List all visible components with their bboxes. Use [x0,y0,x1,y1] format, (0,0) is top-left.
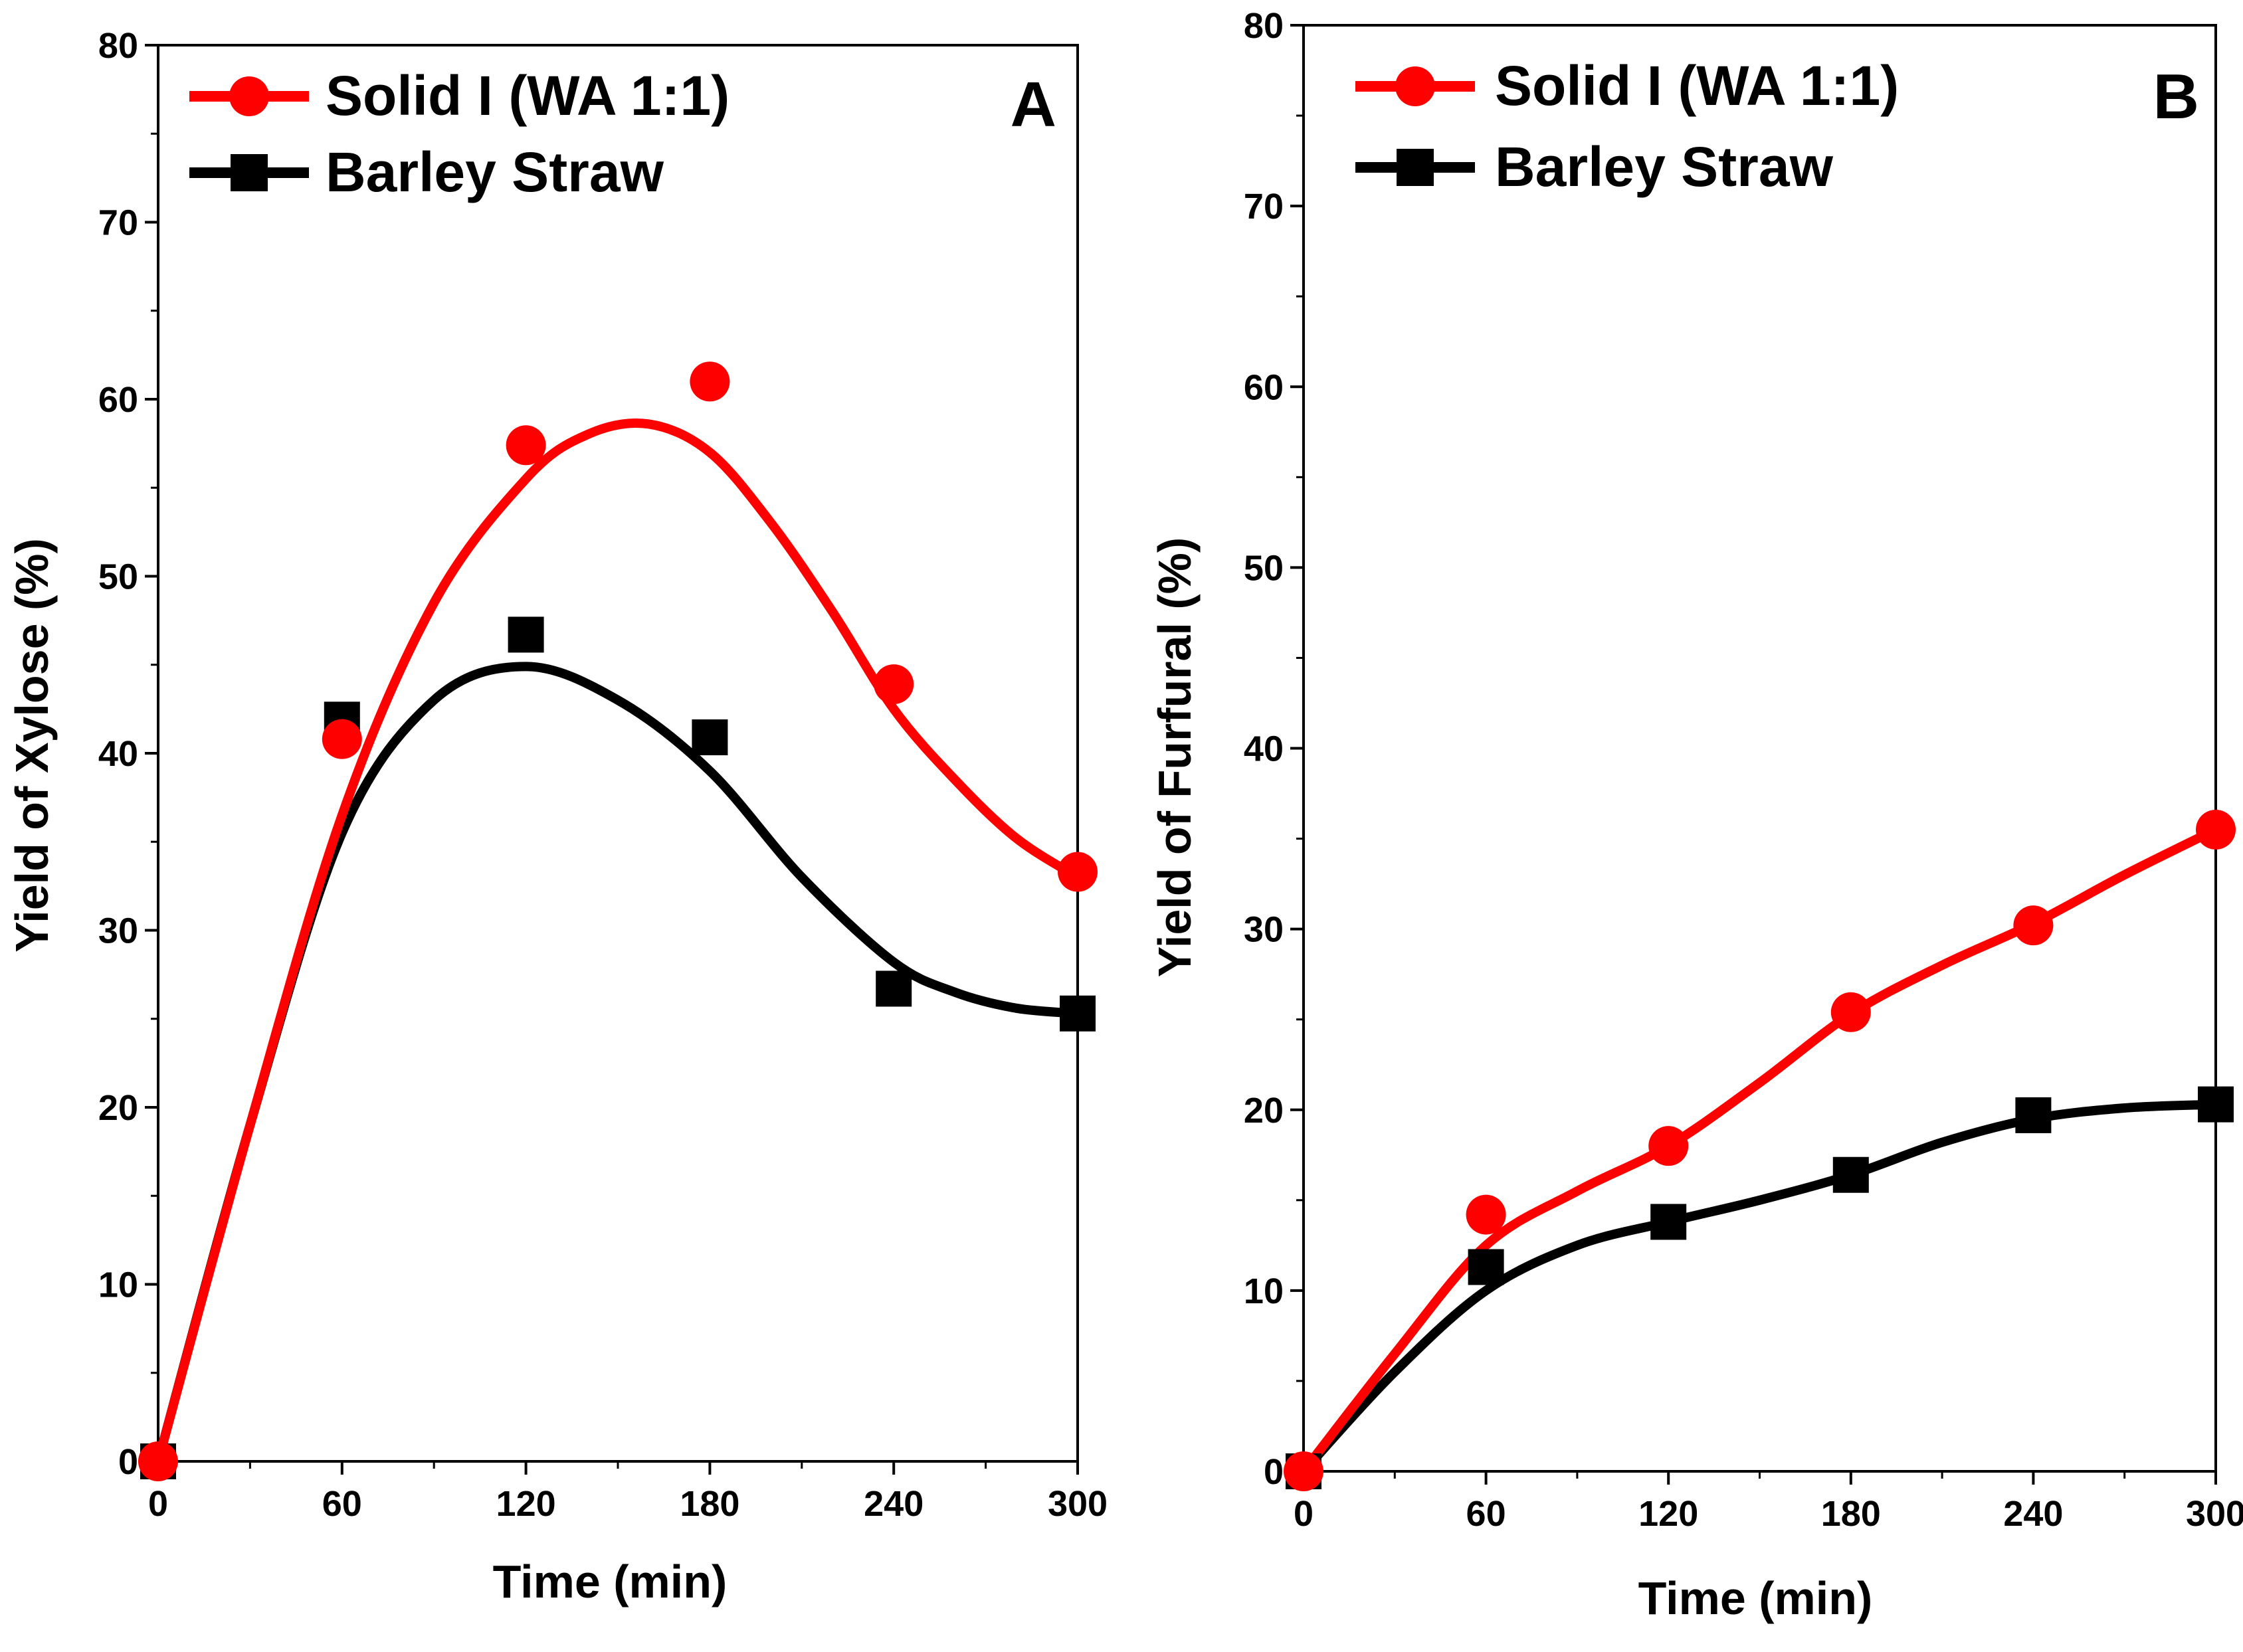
x-tick-label: 60 [322,1484,362,1524]
fit-curve-solid-i [153,418,1082,1466]
x-ticks-a: 0 60 120 180 240 300 [148,1461,1108,1524]
data-point-barley-straw [876,970,912,1007]
legend-label-solid-i: Solid I (WA 1:1) [1495,54,1899,117]
axes-a [157,44,1079,1463]
plot-frame-b [1302,24,2217,1473]
panel-b: 0 60 120 180 240 300 0 10 20 30 40 50 60 70 80 Time (… [1149,6,2243,1624]
data-point-solid-i [1648,1126,1689,1166]
legend-label-barley-straw: Barley Straw [326,141,664,203]
legend-marker-solid-i [1395,66,1435,106]
x-tick-label: 240 [2003,1494,2063,1534]
data-point-solid-i [1284,1451,1323,1491]
legend-marker-barley-straw [1397,149,1434,186]
data-point-solid-i [322,719,362,759]
data-point-solid-i [1830,992,1871,1032]
legend-marker-solid-i [229,76,269,116]
x-tick-label: 0 [1294,1494,1314,1534]
plot-frame-a [157,44,1079,1463]
y-tick-label: 80 [1244,6,1284,46]
fit-curve-barley-straw [1299,1099,2220,1476]
legend-entry-barley-straw: Barley Straw [1355,136,1834,198]
y-tick-label: 40 [98,734,138,774]
x-tick-label: 300 [1048,1484,1108,1524]
fit-curve-barley-straw [153,662,1082,1466]
y-tick-label: 60 [98,380,138,420]
x-tick-label: 60 [1466,1494,1506,1534]
y-tick-label: 50 [98,557,138,597]
y-tick-label: 10 [1244,1271,1284,1311]
legend-entry-solid-i: Solid I (WA 1:1) [1355,54,1899,117]
fit-curve-solid-i [1299,825,2220,1476]
data-point-barley-straw [1060,995,1096,1032]
fit-curves-a [153,418,1082,1466]
fit-curves-b [1299,825,2220,1476]
x-tick-label: 0 [148,1484,168,1524]
legend-label-barley-straw: Barley Straw [1495,136,1834,198]
y-ticks-a: 0 10 20 30 40 50 60 70 80 [98,26,158,1482]
x-ticks-b: 0 60 120 180 240 300 [1294,1471,2243,1534]
y-tick-label: 20 [1244,1091,1284,1131]
legend-marker-barley-straw [231,154,268,191]
data-point-solid-i [1058,852,1098,892]
y-tick-label: 70 [1244,187,1284,227]
legend-entry-solid-i: Solid I (WA 1:1) [189,64,730,127]
x-tick-label: 120 [1638,1494,1698,1534]
axes-b [1302,24,2217,1473]
data-point-solid-i [874,664,914,705]
y-tick-label: 80 [98,26,138,66]
x-axis-title-a: Time (min) [493,1556,728,1607]
y-tick-label: 70 [98,203,138,243]
data-point-barley-straw [2198,1086,2234,1123]
data-points-a [138,361,1098,1481]
panel-label-a: A [1011,69,1056,140]
x-axis-title-b: Time (min) [1638,1572,1873,1624]
x-tick-label: 120 [496,1484,556,1524]
y-ticks-b: 0 10 20 30 40 50 60 70 80 [1244,6,1304,1492]
data-point-solid-i [2196,809,2236,850]
data-point-barley-straw [2015,1097,2052,1133]
data-point-barley-straw [1468,1249,1504,1285]
x-tick-label: 300 [2186,1494,2243,1534]
y-tick-label: 10 [98,1265,138,1305]
data-point-solid-i [506,425,546,466]
y-tick-label: 0 [118,1442,138,1482]
legend-a: Solid I (WA 1:1) Barley Straw [189,64,730,203]
data-point-solid-i [138,1441,178,1481]
y-tick-label: 30 [1244,910,1284,950]
data-point-barley-straw [1650,1204,1687,1240]
y-axis-title-b: Yield of Furfural (%) [1149,537,1201,977]
data-point-barley-straw [508,616,544,653]
data-point-solid-i [1466,1194,1506,1235]
legend-entry-barley-straw: Barley Straw [189,141,664,203]
data-point-solid-i [690,361,730,402]
data-point-solid-i [2013,905,2054,946]
x-tick-label: 180 [1821,1494,1881,1534]
y-tick-label: 0 [1264,1452,1284,1492]
y-tick-label: 40 [1244,729,1284,769]
y-axis-title-a: Yield of Xylose (%) [6,538,58,953]
data-points-b [1284,809,2236,1491]
y-tick-label: 20 [98,1088,138,1128]
legend-label-solid-i: Solid I (WA 1:1) [326,64,730,127]
y-tick-label: 50 [1244,548,1284,588]
panel-label-b: B [2153,61,2199,132]
panel-a: 0 60 120 180 240 300 0 10 20 30 40 50 60 70 80 Time (… [6,26,1108,1607]
x-tick-label: 240 [864,1484,924,1524]
x-tick-label: 180 [680,1484,739,1524]
y-tick-label: 30 [98,911,138,951]
y-tick-label: 60 [1244,367,1284,407]
data-point-barley-straw [692,719,728,756]
data-point-barley-straw [1832,1156,1869,1193]
legend-b: Solid I (WA 1:1) Barley Straw [1355,54,1899,198]
